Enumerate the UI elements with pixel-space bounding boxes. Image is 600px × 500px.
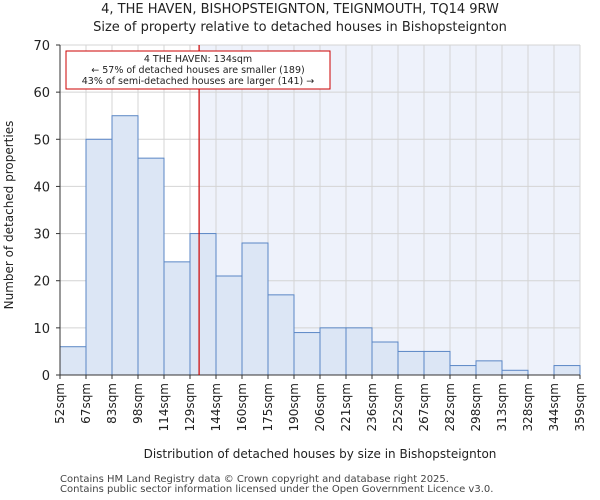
x-tick-label: 313sqm [495, 383, 509, 431]
footer-licence: Contains public sector information licen… [60, 484, 494, 495]
x-tick-label: 67sqm [79, 383, 93, 424]
x-tick-label: 52sqm [53, 383, 67, 424]
y-tick-label: 70 [33, 39, 50, 54]
histogram-bar [59, 346, 87, 376]
histogram-bar [163, 261, 191, 376]
histogram-bar [423, 350, 451, 376]
histogram-bar [319, 327, 347, 376]
x-tick-label: 236sqm [365, 383, 379, 431]
histogram-bar [85, 138, 113, 376]
x-tick-label: 206sqm [313, 383, 327, 431]
histogram-bar [345, 327, 373, 376]
histogram-bar [475, 360, 503, 376]
x-tick-label: 129sqm [183, 383, 197, 431]
histogram-bar [501, 369, 529, 376]
x-tick-label: 190sqm [287, 383, 301, 431]
y-tick-label: 50 [33, 133, 50, 148]
histogram-bar [553, 365, 581, 376]
y-tick-label: 0 [42, 369, 50, 384]
x-tick-label: 298sqm [469, 383, 483, 431]
histogram-bar [267, 294, 295, 376]
histogram-bar [111, 115, 139, 376]
x-tick-label: 98sqm [131, 383, 145, 424]
y-tick-label: 40 [33, 180, 50, 195]
x-tick-label: 175sqm [261, 383, 275, 431]
x-tick-label: 252sqm [391, 383, 405, 431]
annotation-larger: 43% of semi-detached houses are larger (… [82, 76, 315, 87]
histogram-bar [241, 242, 269, 376]
x-tick-label: 160sqm [235, 383, 249, 431]
annotation-smaller: ← 57% of detached houses are smaller (18… [91, 65, 304, 76]
x-tick-label: 344sqm [547, 383, 561, 431]
histogram-bar [397, 350, 425, 376]
x-axis-label: Distribution of detached houses by size … [144, 447, 497, 461]
x-tick-label: 328sqm [521, 383, 535, 431]
x-tick-label: 359sqm [573, 383, 587, 431]
x-tick-label: 114sqm [157, 383, 171, 431]
histogram-bar [215, 275, 243, 376]
annotation-title: 4 THE HAVEN: 134sqm [144, 54, 252, 65]
x-tick-label: 267sqm [417, 383, 431, 431]
x-tick-label: 282sqm [443, 383, 457, 431]
histogram-bar [189, 233, 217, 376]
annotation-box [65, 50, 331, 90]
y-tick-label: 20 [33, 275, 50, 290]
y-tick-label: 60 [33, 86, 50, 101]
x-tick-label: 83sqm [105, 383, 119, 424]
histogram-bar [449, 365, 477, 376]
histogram-bar [137, 157, 165, 376]
footer-copyright: Contains HM Land Registry data © Crown c… [60, 474, 449, 485]
x-tick-label: 144sqm [209, 383, 223, 431]
histogram-bar [371, 341, 399, 376]
y-axis-label: Number of detached properties [2, 121, 16, 310]
chart-subtitle: Size of property relative to detached ho… [93, 20, 507, 35]
y-tick-label: 10 [33, 322, 50, 337]
chart-title: 4, THE HAVEN, BISHOPSTEIGNTON, TEIGNMOUT… [101, 2, 499, 17]
y-tick-label: 30 [33, 228, 50, 243]
histogram-bar [293, 332, 321, 376]
x-tick-label: 221sqm [339, 383, 353, 431]
